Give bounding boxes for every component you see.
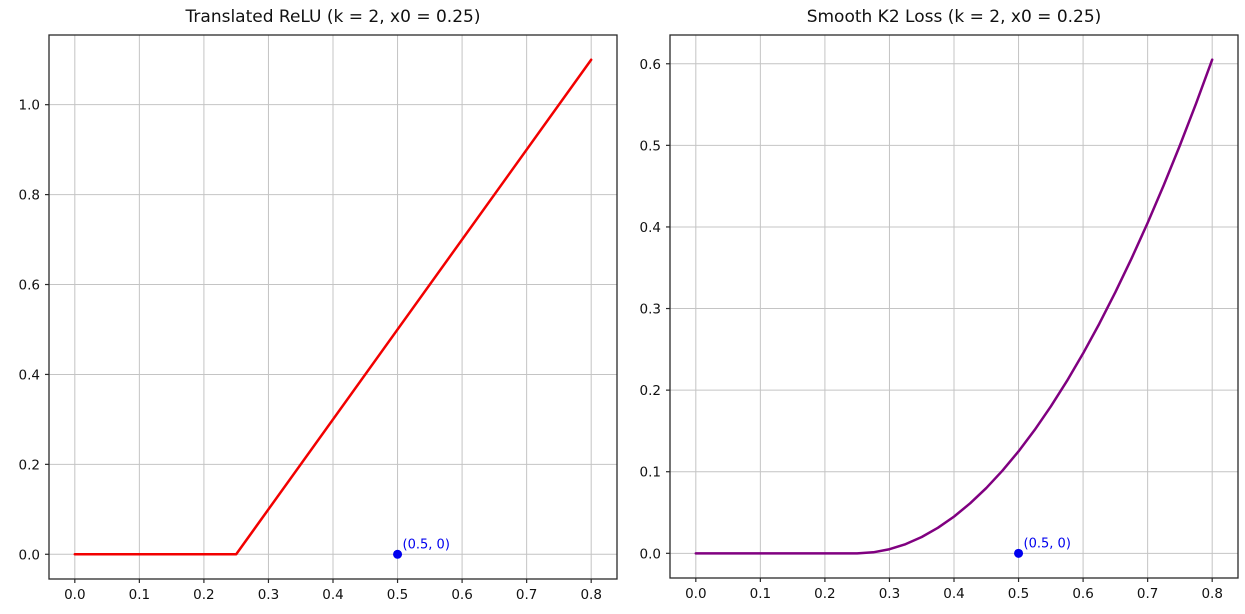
y-tick-label: 1.0 (19, 98, 40, 114)
right-chart-title: Smooth K2 Loss (k = 2, x0 = 0.25) (806, 7, 1102, 27)
x-tick-label: 0.7 (1137, 586, 1158, 602)
x-tick-label: 0.8 (1201, 586, 1222, 602)
y-tick-label: 0.6 (19, 278, 40, 294)
annotation-marker (393, 549, 403, 559)
x-tick-label: 0.1 (750, 586, 771, 602)
x-tick-label: 0.2 (193, 587, 214, 603)
annotation-label: (0.5, 0) (403, 537, 450, 552)
x-tick-label: 0.3 (879, 586, 900, 602)
y-tick-label: 0.2 (19, 457, 40, 473)
x-tick-label: 0.8 (580, 587, 601, 603)
curve-smooth-k2-loss (694, 58, 1214, 555)
y-tick-label: 0.2 (640, 383, 661, 399)
x-tick-label: 0.5 (387, 587, 408, 603)
y-tick-label: 0.6 (640, 57, 661, 73)
y-tick-label: 0.5 (640, 138, 661, 154)
annotation-label: (0.5, 0) (1024, 536, 1071, 551)
x-tick-label: 0.3 (258, 587, 279, 603)
y-tick-label: 0.0 (19, 547, 40, 563)
x-tick-label: 0.2 (814, 586, 835, 602)
x-tick-label: 0.6 (451, 587, 472, 603)
curve-translated-relu (73, 58, 593, 556)
y-tick-label: 0.3 (640, 302, 661, 318)
x-tick-label: 0.1 (129, 587, 150, 603)
x-tick-label: 0.4 (943, 586, 964, 602)
left-chart-title: Translated ReLU (k = 2, x0 = 0.25) (185, 7, 481, 27)
y-tick-label: 0.1 (640, 465, 661, 481)
annotation-marker (1014, 548, 1024, 558)
x-tick-label: 0.0 (685, 586, 706, 602)
x-tick-label: 0.7 (516, 587, 537, 603)
x-tick-label: 0.0 (64, 587, 85, 603)
x-tick-label: 0.4 (322, 587, 343, 603)
x-tick-label: 0.6 (1072, 586, 1093, 602)
y-tick-label: 0.4 (19, 367, 40, 383)
y-tick-label: 0.0 (640, 546, 661, 562)
x-tick-label: 0.5 (1008, 586, 1029, 602)
y-tick-label: 0.4 (640, 220, 661, 236)
y-tick-label: 0.8 (19, 188, 40, 204)
